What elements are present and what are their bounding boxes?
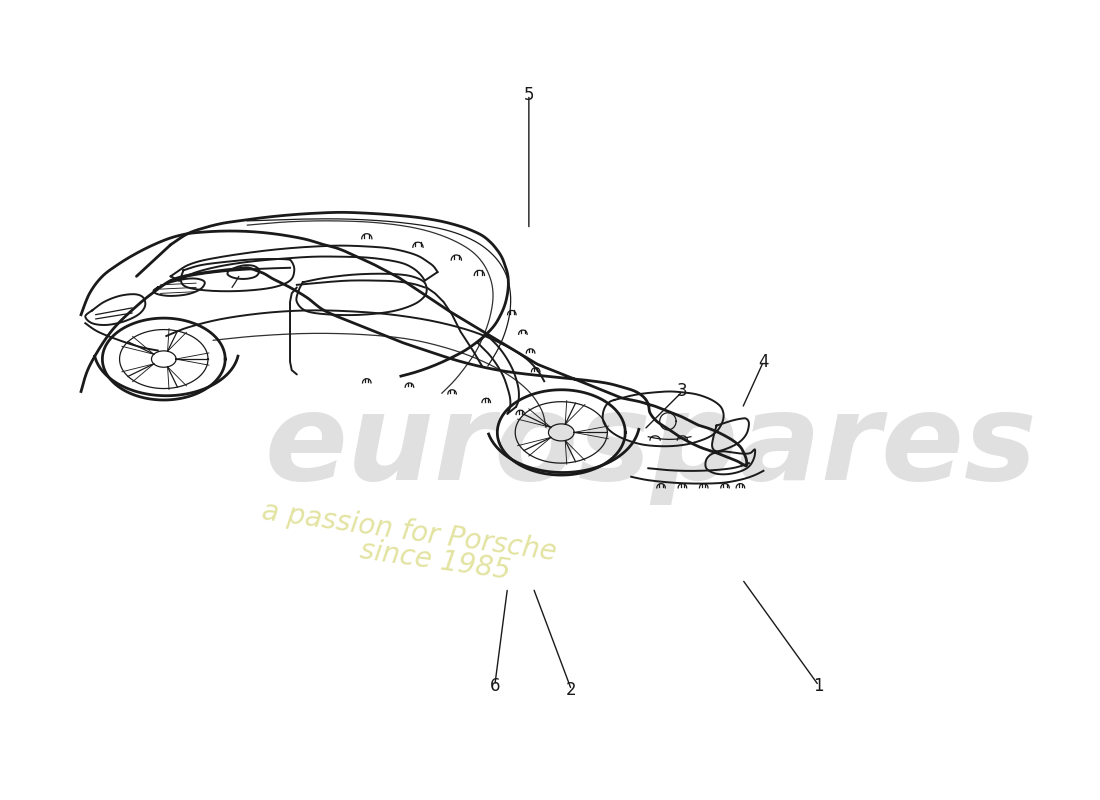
Text: 4: 4: [758, 353, 769, 370]
Text: 3: 3: [678, 382, 688, 401]
Text: 5: 5: [524, 86, 535, 104]
Text: 6: 6: [490, 677, 500, 694]
Text: since 1985: since 1985: [358, 536, 513, 585]
Text: 2: 2: [566, 681, 576, 699]
Text: a passion for Porsche: a passion for Porsche: [261, 498, 559, 566]
Text: eurospares: eurospares: [264, 389, 1037, 506]
Text: 1: 1: [814, 677, 824, 694]
